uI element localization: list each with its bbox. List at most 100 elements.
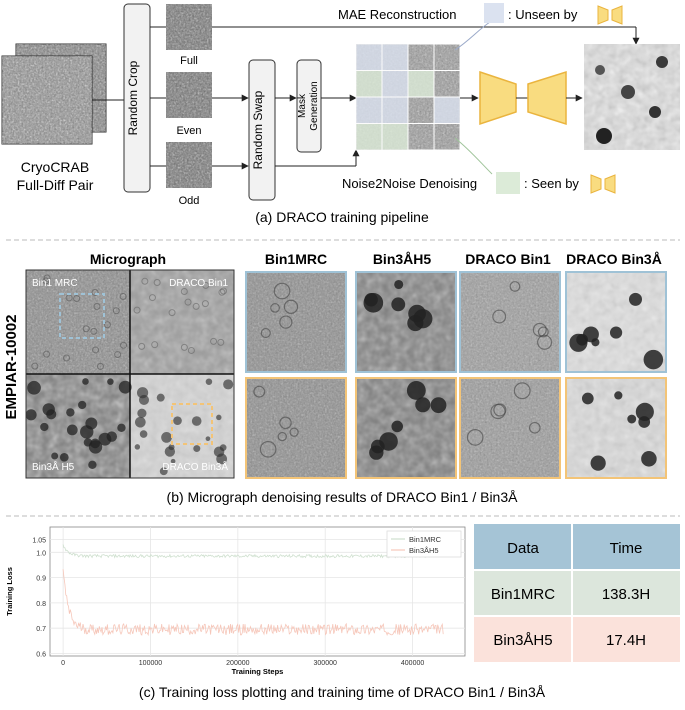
mask-cell — [355, 70, 383, 98]
seen-label: : Seen by — [524, 176, 579, 191]
crop-label-odd: Odd — [179, 195, 200, 207]
particle — [43, 350, 51, 358]
patch-particle — [415, 397, 431, 413]
mask-cell — [355, 96, 383, 124]
patch-particle — [466, 429, 484, 446]
particle — [184, 298, 192, 306]
quadrant-label-draco-bin1: DRACO Bin1 — [169, 278, 228, 289]
x-tick-label: 100000 — [139, 660, 162, 667]
particle — [218, 288, 226, 296]
caption-c: (c) Training loss plotting and training … — [139, 684, 546, 700]
zoom-box-orange — [171, 403, 213, 445]
particle — [191, 416, 202, 426]
dataset-label: EMPIAR-10002 — [3, 314, 20, 419]
patch-frame — [355, 271, 457, 373]
particle — [192, 302, 200, 310]
mask-cell — [355, 123, 383, 151]
input-micrograph-stack — [1, 43, 107, 145]
patch-particle — [407, 314, 424, 332]
table-cell-data-1: Bin1MRC — [491, 586, 555, 603]
particle — [168, 444, 175, 451]
patch-particle — [581, 392, 594, 405]
particle — [159, 467, 168, 476]
particle — [120, 341, 128, 349]
particle — [134, 444, 141, 450]
encoder-shape — [479, 70, 517, 126]
patch-texture — [356, 272, 456, 372]
particle — [107, 378, 114, 385]
mask-cell — [407, 70, 435, 98]
column-header-bin1mrc: Bin1MRC — [265, 251, 327, 267]
particle — [90, 327, 98, 335]
patch-frame — [355, 377, 457, 479]
mask-generation-label-1: Mask — [297, 93, 308, 118]
patch-particle — [614, 391, 623, 400]
patch-particle — [369, 445, 384, 460]
patch-particle — [492, 309, 507, 324]
particle — [156, 393, 165, 402]
particle — [119, 292, 127, 300]
patch-particle — [537, 326, 549, 338]
particle — [202, 281, 210, 289]
mask-cell — [381, 123, 409, 151]
particle — [106, 431, 118, 442]
patch-frame — [245, 377, 347, 479]
mask-generation-label-2: Generation — [309, 81, 320, 130]
particle — [118, 380, 132, 394]
particle — [27, 380, 41, 395]
particle — [63, 354, 71, 362]
legend-label: Bin3ÅH5 — [409, 546, 439, 555]
particle — [205, 378, 213, 385]
patch-particle — [379, 432, 398, 451]
particle — [148, 294, 156, 302]
zoom-patches — [245, 271, 667, 479]
input-label-line2: Full-Diff Pair — [17, 177, 94, 193]
particle — [66, 408, 75, 417]
patch-particle — [490, 403, 506, 420]
mask-cell — [381, 43, 409, 71]
mask-cell — [433, 96, 461, 124]
patch-frame — [565, 271, 667, 373]
particle — [219, 287, 227, 295]
patch-particle — [528, 421, 541, 434]
particle — [153, 279, 161, 287]
patch-frame — [459, 377, 561, 479]
particle — [40, 422, 49, 432]
patch-particle — [394, 279, 404, 290]
y-tick-label: 0.6 — [36, 651, 46, 658]
patch-texture — [246, 272, 346, 372]
patch-particle — [609, 326, 623, 339]
quadrant-label-bin3-h5: Bin3Å H5 — [32, 460, 75, 473]
particle — [205, 436, 211, 442]
crop-odd — [166, 142, 212, 188]
patch-particle — [260, 327, 271, 339]
patch-particle — [643, 349, 664, 370]
random-swap-label: Random Swap — [251, 90, 265, 169]
patch-frame — [245, 271, 347, 373]
legend-label: Bin1MRC — [409, 535, 442, 544]
table-cell-data-2: Bin3ÅH5 — [493, 632, 552, 649]
zoom-box-blue — [59, 293, 105, 339]
particle — [114, 351, 122, 359]
mask-generation-box — [296, 59, 322, 153]
patch-particle — [641, 451, 657, 467]
crop-label-even: Even — [176, 125, 201, 137]
patch-particle — [629, 292, 643, 306]
crop-full — [166, 4, 212, 50]
particle — [80, 425, 94, 439]
patch-particle — [270, 303, 280, 313]
x-tick-label: 400000 — [401, 660, 424, 667]
particle — [117, 423, 126, 433]
patch-particle — [277, 431, 287, 442]
particle — [51, 452, 59, 460]
particle — [219, 444, 227, 452]
particle — [168, 309, 176, 317]
particle — [112, 307, 120, 315]
patch-particle — [406, 381, 426, 400]
patch-particle — [537, 334, 553, 350]
particle — [139, 430, 148, 438]
seen-swatch — [496, 172, 520, 194]
panel-c: 0.6 0.7 0.8 0.9 1.0 1.05 0 100000 200000 300000 40… — [5, 524, 680, 700]
particle — [138, 342, 146, 350]
